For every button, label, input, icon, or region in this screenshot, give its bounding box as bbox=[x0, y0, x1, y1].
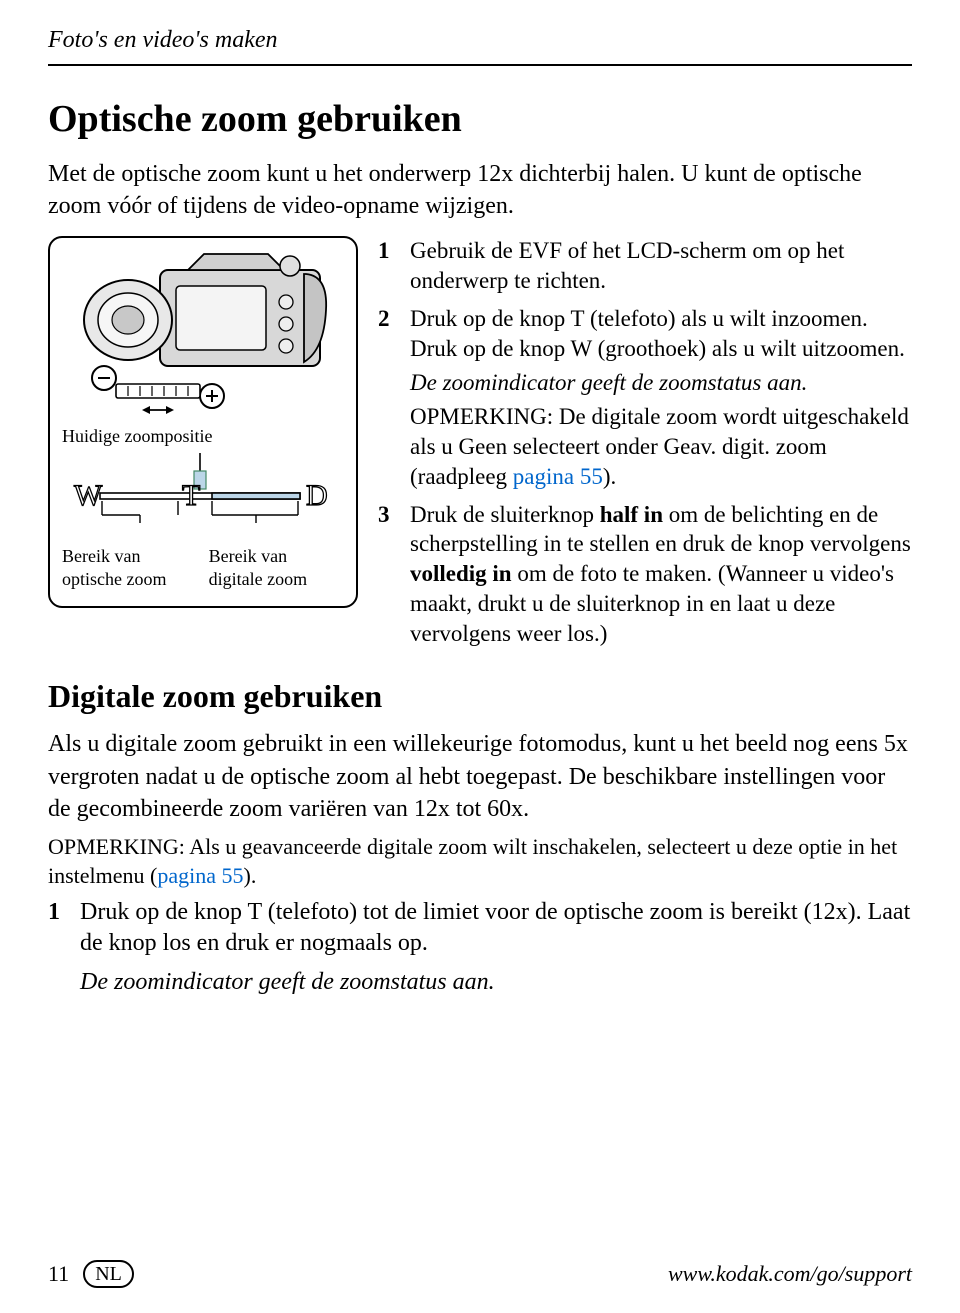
page-footer: 11 NL www.kodak.com/go/support bbox=[48, 1259, 912, 1289]
footer-left: 11 NL bbox=[48, 1259, 134, 1289]
footer-page-number: 11 bbox=[48, 1259, 69, 1289]
step-3-num: 3 bbox=[378, 500, 400, 649]
step-2-italic: De zoomindicator geeft de zoomstatus aan… bbox=[410, 368, 912, 398]
page-header: Foto's en video's maken bbox=[48, 24, 912, 66]
figure-box: Huidige zoompositie W T D Bereik bbox=[48, 236, 358, 608]
section2-step-1-body: Druk op de knop T (telefoto) tot de limi… bbox=[80, 899, 910, 956]
step-2-note-label: OPMERKING: bbox=[410, 404, 553, 429]
header-title: Foto's en video's maken bbox=[48, 27, 278, 53]
figure-caption-center: Huidige zoompositie bbox=[62, 424, 344, 448]
section2-step-1-italic: De zoomindicator geeft de zoomstatus aan… bbox=[80, 967, 912, 998]
section2-title: Digitale zoom gebruiken bbox=[48, 675, 912, 718]
steps-column: 1 Gebruik de EVF of het LCD-scherm om op… bbox=[378, 236, 912, 657]
figure-caption-row: Bereik van optische zoom Bereik van digi… bbox=[62, 545, 344, 590]
step-1: 1 Gebruik de EVF of het LCD-scherm om op… bbox=[378, 236, 912, 296]
step-3-text: Druk de sluiterknop half in om de belich… bbox=[410, 500, 912, 649]
step-3-bold1: half in bbox=[600, 502, 663, 527]
zoom-letter-t: T bbox=[182, 479, 200, 512]
zoom-letter-w: W bbox=[74, 479, 103, 512]
two-column-layout: Huidige zoompositie W T D Bereik bbox=[48, 236, 912, 657]
section2-note-post: ). bbox=[244, 863, 257, 888]
section2-note-link[interactable]: pagina 55 bbox=[157, 863, 243, 888]
step-2-note: OPMERKING: De digitale zoom wordt uitges… bbox=[410, 402, 912, 492]
section2-note-label: OPMERKING: bbox=[48, 834, 185, 859]
section2-step-1: 1 Druk op de knop T (telefoto) tot de li… bbox=[48, 897, 912, 999]
section2-step-1-text: Druk op de knop T (telefoto) tot de limi… bbox=[80, 897, 912, 999]
step-2: 2 Druk op de knop T (telefoto) als u wil… bbox=[378, 304, 912, 491]
step-1-text: Gebruik de EVF of het LCD-scherm om op h… bbox=[410, 236, 912, 296]
section1-intro: Met de optische zoom kunt u het onderwer… bbox=[48, 158, 912, 223]
figure-caption-left: Bereik van optische zoom bbox=[62, 545, 197, 590]
step-1-num: 1 bbox=[378, 236, 400, 296]
section2-note: OPMERKING: Als u geavanceerde digitale z… bbox=[48, 833, 912, 890]
figure-caption-right: Bereik van digitale zoom bbox=[209, 545, 344, 590]
camera-illustration bbox=[68, 250, 338, 420]
zoom-indicator-illustration: W T D bbox=[62, 453, 332, 533]
step-2-note-post: ). bbox=[603, 464, 616, 489]
footer-url[interactable]: www.kodak.com/go/support bbox=[668, 1259, 912, 1289]
step-3-pre: Druk de sluiterknop bbox=[410, 502, 600, 527]
step-3-bold2: volledig in bbox=[410, 561, 512, 586]
step-2-num: 2 bbox=[378, 304, 400, 491]
step-2-body: Druk op de knop T (telefoto) als u wilt … bbox=[410, 306, 905, 361]
step-3: 3 Druk de sluiterknop half in om de beli… bbox=[378, 500, 912, 649]
section1-title: Optische zoom gebruiken bbox=[48, 94, 912, 145]
section2-step-1-num: 1 bbox=[48, 897, 70, 999]
zoom-letter-d: D bbox=[306, 479, 328, 512]
step-2-note-link[interactable]: pagina 55 bbox=[513, 464, 603, 489]
footer-lang-badge: NL bbox=[83, 1260, 134, 1288]
step-2-text: Druk op de knop T (telefoto) als u wilt … bbox=[410, 304, 912, 491]
section2-p1: Als u digitale zoom gebruikt in een will… bbox=[48, 728, 912, 825]
